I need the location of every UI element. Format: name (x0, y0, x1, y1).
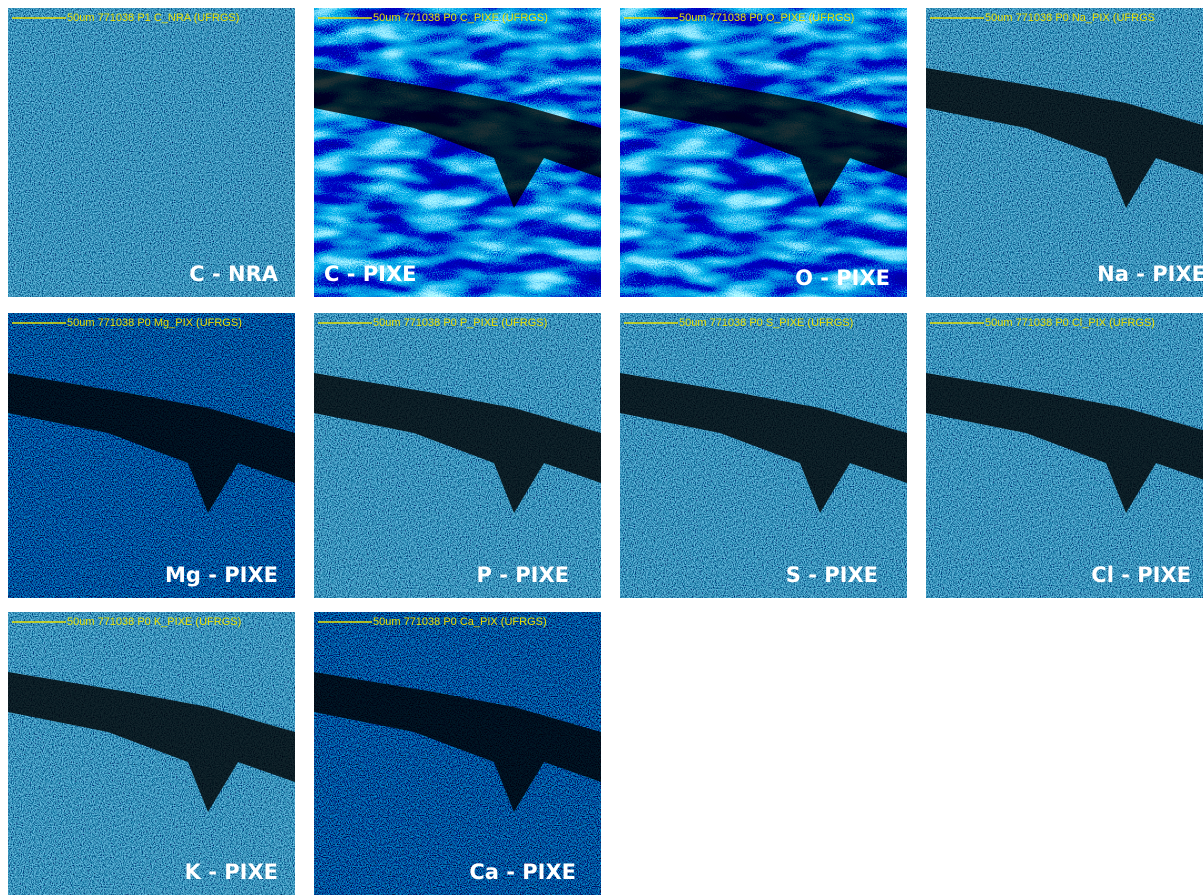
map-label: Na - PIXE (1097, 262, 1203, 286)
dark-region (8, 672, 295, 812)
map-panel: 50um 771038 P0 P_PIXE (UFRGS) P - PIXE (314, 313, 601, 598)
map-header: 50um 771038 P0 O_PIXE (UFRGS) (679, 12, 854, 24)
map-label: K - PIXE (185, 860, 278, 884)
dark-region (620, 68, 907, 208)
dark-region (314, 672, 601, 812)
map-header: 50um 771038 P0 P_PIXE (UFRGS) (373, 317, 547, 329)
map-label: Ca - PIXE (469, 860, 576, 884)
map-header: 50um 771038 P0 Cl_PIX (UFRGS) (985, 317, 1155, 329)
map-label: C - PIXE (324, 262, 417, 286)
map-panel: 50um 771038 P0 O_PIXE (UFRGS) O - PIXE (620, 8, 907, 297)
map-header: 50um 771038 P1 C_NRA (UFRGS) (67, 12, 239, 24)
map-label: C - NRA (189, 262, 278, 286)
dark-region (314, 68, 601, 208)
map-panel: 50um 771038 P0 Mg_PIX (UFRGS) Mg - PIXE (8, 313, 295, 598)
dark-region (620, 373, 907, 513)
map-label: O - PIXE (795, 266, 890, 290)
map-header: 50um 771038 P0 Ca_PIX (UFRGS) (373, 616, 547, 628)
map-panel: 50um 771038 P0 Na_PIX (UFRGS Na - PIXE (926, 8, 1203, 297)
map-header: 50um 771038 P0 K_PIXE (UFRGS) (67, 616, 241, 628)
map-panel: 50um 771038 P0 S_PIXE (UFRGS) S - PIXE (620, 313, 907, 598)
dark-region (314, 373, 601, 513)
map-header: 50um 771038 P0 C_PIXE (UFRGS) (373, 12, 548, 24)
map-panel: 50um 771038 P0 C_PIXE (UFRGS) C - PIXE (314, 8, 601, 297)
map-header: 50um 771038 P0 S_PIXE (UFRGS) (679, 317, 853, 329)
map-label: Mg - PIXE (165, 563, 278, 587)
map-panel: 50um 771038 P0 K_PIXE (UFRGS) K - PIXE (8, 612, 295, 895)
dark-region (926, 68, 1203, 208)
map-image (8, 8, 295, 297)
map-panel: 50um 771038 P0 Cl_PIX (UFRGS) Cl - PIXE (926, 313, 1203, 598)
map-panel: 50um 771038 P0 Ca_PIX (UFRGS) Ca - PIXE (314, 612, 601, 895)
map-header: 50um 771038 P0 Mg_PIX (UFRGS) (67, 317, 242, 329)
map-label: S - PIXE (786, 563, 878, 587)
dark-region (926, 373, 1203, 513)
map-label: Cl - PIXE (1091, 563, 1191, 587)
map-panel: 50um 771038 P1 C_NRA (UFRGS) C - NRA (8, 8, 295, 297)
map-header: 50um 771038 P0 Na_PIX (UFRGS (985, 12, 1155, 24)
dark-region (8, 373, 295, 513)
map-label: P - PIXE (477, 563, 569, 587)
